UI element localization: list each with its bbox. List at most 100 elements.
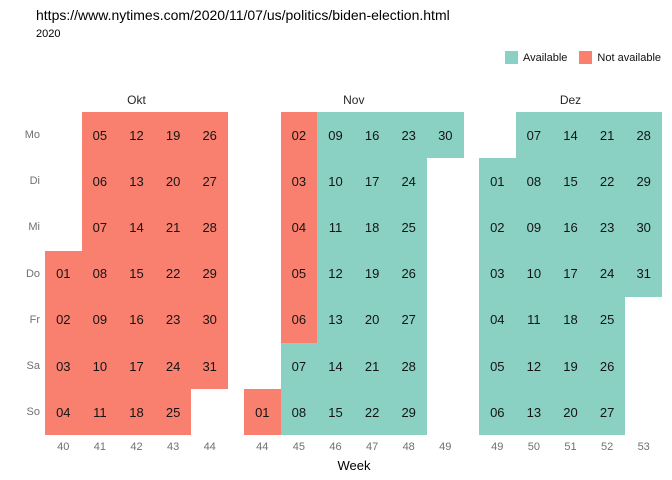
month-label-okt: Okt: [127, 93, 146, 107]
day-cell-nov-30: 30: [427, 112, 464, 159]
day-cell-okt-18: 18: [118, 389, 155, 436]
day-cell-dez-19: 19: [552, 343, 589, 390]
day-cell-nov-09: 09: [317, 112, 354, 159]
week-number-52: 52: [600, 441, 614, 453]
day-cell-okt-01: 01: [45, 250, 82, 297]
day-cell-dez-05: 05: [479, 343, 516, 390]
day-cell-okt-13: 13: [118, 158, 155, 205]
week-number-53: 53: [637, 441, 650, 453]
week-number-42: 42: [130, 441, 143, 453]
week-number-43: 43: [166, 441, 180, 453]
day-cell-okt-12: 12: [118, 112, 155, 159]
week-number-41: 41: [93, 441, 107, 453]
week-number-48: 48: [402, 441, 415, 453]
day-cell-nov-14: 14: [317, 343, 354, 390]
week-number-49: 49: [439, 441, 452, 453]
week-number-50: 50: [527, 441, 541, 453]
weekday-label-do: Do: [25, 267, 40, 280]
day-cell-okt-08: 08: [81, 250, 119, 297]
day-cell-dez-13: 13: [515, 389, 553, 436]
weekday-label-mi: Mi: [28, 221, 40, 234]
weekday-label-sa: Sa: [26, 360, 40, 372]
day-cell-okt-30: 30: [191, 296, 228, 343]
day-cell-dez-22: 22: [588, 158, 626, 205]
day-cell-okt-28: 28: [191, 204, 228, 251]
day-cell-dez-29: 29: [625, 158, 662, 205]
day-cell-dez-01: 01: [479, 158, 516, 205]
legend: Available Not available: [504, 51, 661, 64]
day-cell-okt-04: 04: [45, 389, 82, 436]
week-number-40: 40: [57, 441, 70, 453]
day-cell-okt-23: 23: [154, 296, 192, 343]
chart-title-url: https://www.nytimes.com/2020/11/07/us/po…: [36, 7, 450, 23]
week-number-45: 45: [292, 441, 306, 453]
day-cell-okt-26: 26: [191, 112, 228, 159]
day-cell-okt-17: 17: [118, 343, 155, 390]
chart-subtitle-year: 2020: [36, 28, 61, 40]
legend-label-available: Available: [522, 51, 568, 64]
legend-swatch-available: [504, 51, 518, 64]
day-cell-dez-16: 16: [552, 204, 589, 251]
day-cell-okt-27: 27: [191, 158, 228, 205]
day-cell-nov-27: 27: [390, 296, 427, 343]
day-cell-okt-29: 29: [191, 250, 228, 297]
day-cell-okt-14: 14: [118, 204, 155, 251]
week-number-47: 47: [365, 441, 379, 453]
day-cell-okt-07: 07: [81, 204, 119, 251]
day-cell-okt-20: 20: [154, 158, 192, 205]
month-label-nov: Nov: [343, 93, 365, 107]
weekday-label-mo: Mo: [24, 129, 40, 141]
day-cell-dez-28: 28: [625, 112, 662, 159]
day-cell-okt-10: 10: [81, 343, 119, 390]
day-cell-nov-03: 03: [280, 158, 318, 205]
day-cell-dez-25: 25: [588, 296, 626, 343]
day-cell-nov-28: 28: [390, 343, 427, 390]
day-cell-okt-06: 06: [81, 158, 119, 205]
day-cell-nov-05: 05: [280, 250, 318, 297]
day-cell-dez-10: 10: [515, 250, 553, 297]
day-cell-dez-09: 09: [515, 204, 553, 251]
day-cell-okt-05: 05: [81, 112, 119, 159]
day-cell-okt-03: 03: [45, 343, 82, 390]
day-cell-okt-25: 25: [154, 389, 192, 436]
day-cell-okt-24: 24: [154, 343, 192, 390]
day-cell-okt-19: 19: [154, 112, 192, 159]
week-number-51: 51: [564, 441, 577, 453]
day-cell-nov-11: 11: [317, 204, 354, 251]
day-cell-nov-26: 26: [390, 250, 427, 297]
day-cell-dez-24: 24: [588, 250, 626, 297]
day-cell-dez-27: 27: [588, 389, 626, 436]
day-cell-nov-19: 19: [353, 250, 391, 297]
day-cell-nov-01: 01: [244, 389, 281, 436]
x-axis-title: Week: [337, 458, 371, 473]
day-cell-nov-18: 18: [353, 204, 391, 251]
day-cell-dez-17: 17: [552, 250, 589, 297]
day-cell-dez-21: 21: [588, 112, 626, 159]
week-number-49: 49: [491, 441, 504, 453]
day-cell-dez-07: 07: [515, 112, 553, 159]
month-label-dez: Dez: [559, 93, 582, 107]
day-cell-nov-08: 08: [280, 389, 318, 436]
day-cell-nov-12: 12: [317, 250, 354, 297]
day-cell-dez-12: 12: [515, 343, 553, 390]
day-cell-nov-16: 16: [353, 112, 391, 159]
day-cell-dez-23: 23: [588, 204, 626, 251]
day-cell-nov-23: 23: [390, 112, 427, 159]
week-number-44: 44: [203, 441, 216, 453]
weekday-label-so: So: [26, 406, 40, 419]
day-cell-nov-04: 04: [280, 204, 318, 251]
day-cell-nov-29: 29: [390, 389, 427, 436]
day-cell-dez-08: 08: [515, 158, 553, 205]
week-number-44: 44: [256, 441, 269, 453]
day-cell-nov-21: 21: [353, 343, 391, 390]
day-cell-nov-24: 24: [390, 158, 427, 205]
day-cell-nov-20: 20: [353, 296, 391, 343]
day-cell-dez-06: 06: [479, 389, 516, 436]
day-cell-okt-22: 22: [154, 250, 192, 297]
day-cell-dez-31: 31: [625, 250, 662, 297]
legend-label-not-available: Not available: [597, 51, 661, 64]
day-cell-nov-25: 25: [390, 204, 427, 251]
day-cell-okt-15: 15: [118, 250, 155, 297]
day-cell-dez-30: 30: [625, 204, 662, 251]
